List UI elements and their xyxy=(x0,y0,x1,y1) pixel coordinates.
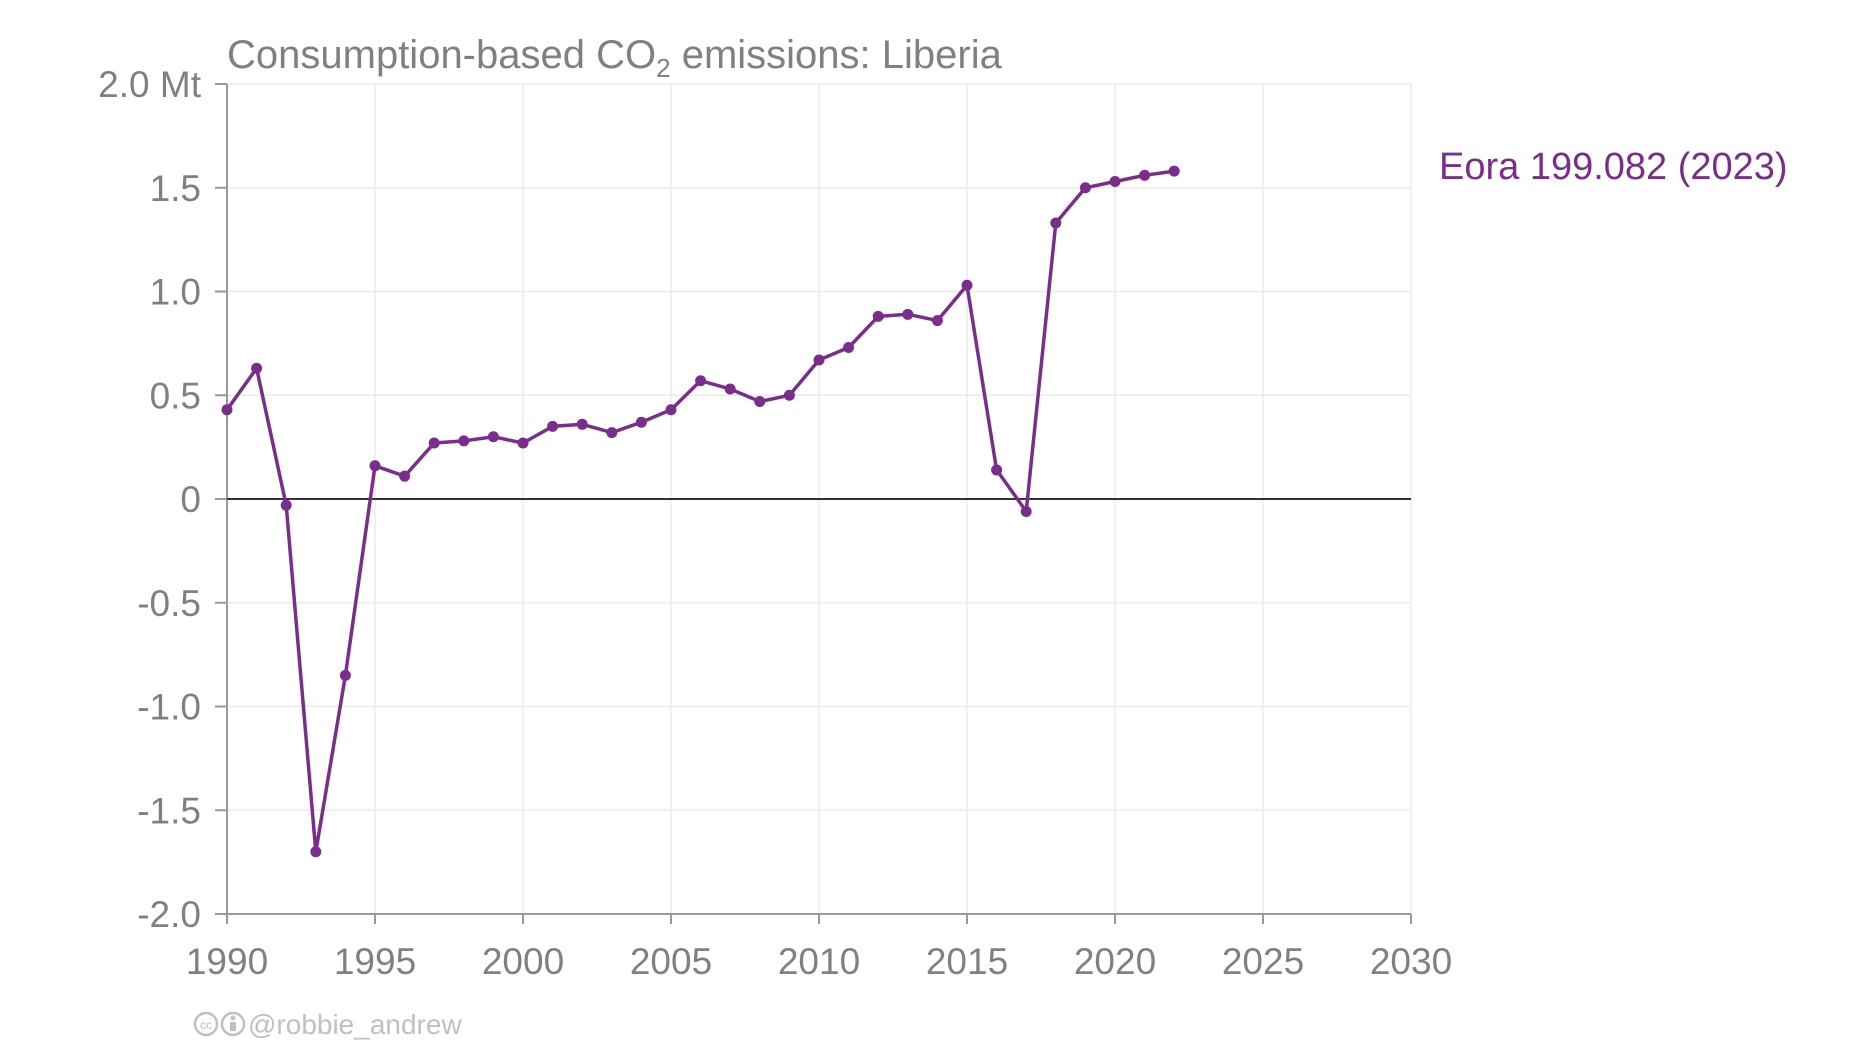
x-tick-label: 2005 xyxy=(630,941,712,982)
data-point xyxy=(1020,505,1032,517)
data-point xyxy=(576,418,588,430)
data-point xyxy=(1139,169,1151,181)
data-point xyxy=(783,389,795,401)
data-point xyxy=(1079,182,1091,194)
chart-title: Consumption-based CO2 emissions: Liberia xyxy=(227,33,1003,83)
title-subscript: 2 xyxy=(656,53,670,83)
data-point xyxy=(1050,217,1062,229)
y-tick-label: 0.5 xyxy=(150,375,201,416)
axes xyxy=(215,83,1412,924)
labels: 1990 1995 2000 2005 2010 2015 2020 2025 2030 2.0 … xyxy=(98,64,1787,982)
data-point xyxy=(961,279,973,291)
y-tick-label: 1.5 xyxy=(150,168,201,209)
data-point xyxy=(399,470,411,482)
svg-text:cc: cc xyxy=(200,1018,212,1032)
data-point xyxy=(221,404,233,416)
data-point xyxy=(902,308,914,320)
y-tick-label: -2.0 xyxy=(137,894,201,935)
cc-icon: cc xyxy=(193,1011,219,1037)
x-tick-label: 1990 xyxy=(186,941,268,982)
credit-handle: @robbie_andrew xyxy=(248,1009,462,1040)
series-layer xyxy=(221,165,1180,858)
data-point xyxy=(843,342,855,354)
y-tick-label: 1.0 xyxy=(150,272,201,313)
by-icon xyxy=(220,1011,246,1037)
data-point xyxy=(931,315,943,327)
x-tick-label: 2010 xyxy=(778,941,860,982)
x-tick-label: 2000 xyxy=(482,941,564,982)
data-point xyxy=(251,362,263,374)
series-line xyxy=(225,169,1175,854)
x-tick-label: 1995 xyxy=(334,941,416,982)
data-point xyxy=(487,431,499,443)
data-point xyxy=(547,420,559,432)
data-point xyxy=(458,435,470,447)
y-tick-label: 0 xyxy=(180,479,201,520)
data-point xyxy=(695,375,707,387)
data-point xyxy=(872,310,884,322)
data-point xyxy=(991,464,1003,476)
x-tick-label: 2025 xyxy=(1222,941,1304,982)
data-point xyxy=(813,354,825,366)
series-label: Eora 199.082 (2023) xyxy=(1439,146,1788,188)
data-point xyxy=(517,437,529,449)
data-point xyxy=(724,383,736,395)
data-point xyxy=(1109,176,1121,188)
data-point xyxy=(280,499,292,511)
y-tick-label: -0.5 xyxy=(137,583,201,624)
data-point xyxy=(339,669,351,681)
data-point xyxy=(369,460,381,472)
data-point xyxy=(665,404,677,416)
data-point xyxy=(1168,165,1180,177)
y-tick-label: -1.0 xyxy=(137,687,201,728)
credit: cc @robbie_andrew xyxy=(193,1009,462,1040)
title-suffix: emissions: Liberia xyxy=(671,33,1003,77)
data-point xyxy=(606,427,618,439)
y-tick-label: -1.5 xyxy=(137,790,201,831)
title-prefix: Consumption-based CO xyxy=(227,33,656,77)
data-point xyxy=(428,437,440,449)
x-tick-label: 2015 xyxy=(926,941,1008,982)
y-tick-label: 2.0 Mt xyxy=(98,64,202,105)
data-point xyxy=(310,846,322,858)
data-point xyxy=(635,416,647,428)
x-tick-label: 2020 xyxy=(1074,941,1156,982)
data-point xyxy=(754,395,766,407)
x-tick-label: 2030 xyxy=(1370,941,1452,982)
